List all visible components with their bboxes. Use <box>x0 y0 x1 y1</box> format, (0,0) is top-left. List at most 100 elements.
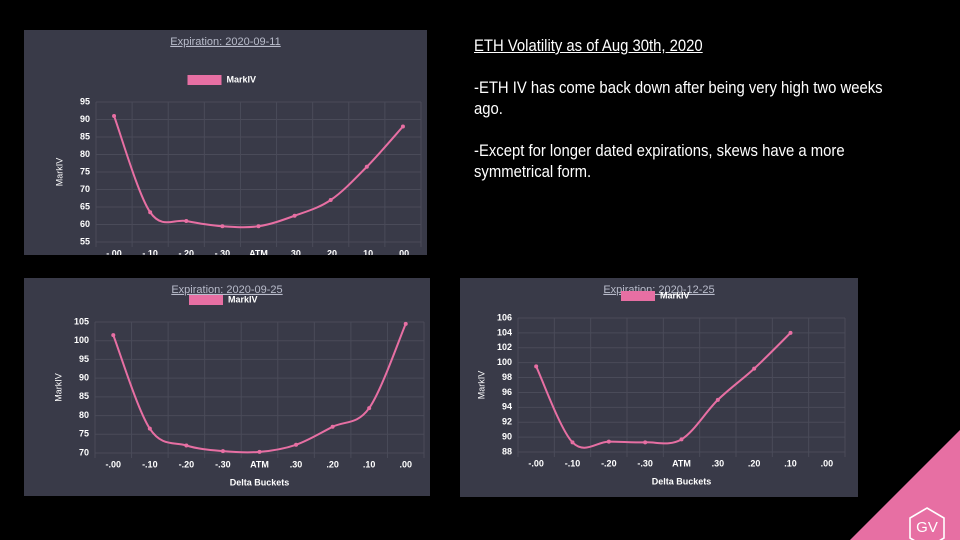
data-point <box>534 364 539 369</box>
x-tick-label: -.20 <box>601 458 617 468</box>
legend-swatch <box>187 75 222 85</box>
y-tick-label: 75 <box>80 166 90 176</box>
y-tick-label: 98 <box>502 372 512 382</box>
data-point <box>752 366 757 371</box>
y-tick-label: 60 <box>80 219 90 229</box>
x-tick-label: .30 <box>712 458 725 468</box>
x-tick-label: .00 <box>399 459 412 469</box>
data-point <box>606 439 611 444</box>
data-point <box>788 330 793 335</box>
x-tick-label: ATM <box>250 459 269 469</box>
commentary-line-2: -Except for longer dated expirations, sk… <box>474 142 845 181</box>
data-point <box>364 164 369 169</box>
x-tick-label: -.00 <box>106 459 122 469</box>
data-point <box>715 397 720 402</box>
data-point <box>111 333 116 338</box>
legend-label: MarkIV <box>660 290 690 300</box>
x-tick-label: -.10 <box>142 459 158 469</box>
y-tick-label: 100 <box>74 335 89 345</box>
x-tick-label: .10 <box>361 248 374 255</box>
data-point <box>294 442 299 447</box>
x-tick-label: .10 <box>784 458 797 468</box>
y-tick-label: 85 <box>80 131 90 141</box>
x-tick-label: -.20 <box>179 248 195 255</box>
data-point <box>400 124 405 129</box>
y-tick-label: 55 <box>80 236 90 246</box>
x-tick-label: .00 <box>397 248 410 255</box>
x-tick-label: .10 <box>363 459 376 469</box>
data-point <box>184 219 189 223</box>
logo-text: GV <box>916 519 938 536</box>
y-tick-label: 90 <box>79 373 89 383</box>
y-tick-label: 96 <box>502 387 512 397</box>
y-tick-label: 95 <box>80 96 90 106</box>
chart-panel-2020-09-25: Expiration: 2020-09-25 MarkIV 70 75 80 85 90 95… <box>24 278 430 496</box>
chart-title: Expiration: 2020-09-25 <box>171 284 282 296</box>
legend-swatch <box>621 291 655 301</box>
x-tick-label: .20 <box>324 248 337 255</box>
chart-panel-2020-09-11: Expiration: 2020-09-11 MarkIV 55 60 65 70 75 80… <box>24 30 427 255</box>
logo-corner-triangle <box>850 430 960 540</box>
y-tick-label: 95 <box>79 354 89 364</box>
y-tick-label: 75 <box>79 429 89 439</box>
y-tick-label: 102 <box>497 342 512 352</box>
data-point <box>147 426 152 431</box>
legend-swatch <box>189 295 223 305</box>
y-tick-label: 88 <box>502 446 512 456</box>
x-tick-label: .30 <box>290 459 303 469</box>
x-tick-label: .00 <box>821 458 834 468</box>
y-tick-label: 70 <box>80 184 90 194</box>
y-tick-label: 65 <box>80 201 90 211</box>
y-tick-label: 80 <box>79 410 89 420</box>
data-point <box>292 213 297 218</box>
y-axis-title: MarkIV <box>54 158 64 187</box>
data-point <box>328 198 333 202</box>
y-tick-label: 92 <box>502 417 512 427</box>
legend-label: MarkIV <box>228 294 258 304</box>
y-tick-label: 94 <box>502 402 512 412</box>
commentary: ETH Volatility as of Aug 30th, 2020 -ETH… <box>474 36 897 204</box>
iv-chart-2020-12-25: Expiration: 2020-12-25MarkIV889092949698… <box>476 284 846 486</box>
chart-title: Expiration: 2020-12-25 <box>603 284 714 296</box>
chart-title: Expiration: 2020-09-11 <box>170 36 280 48</box>
x-tick-label: -.00 <box>528 458 544 468</box>
data-point <box>330 424 335 429</box>
commentary-line-1: -ETH IV has come back down after being v… <box>474 79 883 118</box>
x-tick-label: .20 <box>748 458 761 468</box>
x-axis-title: Delta Buckets <box>230 477 290 487</box>
data-point <box>184 443 189 448</box>
data-point <box>367 406 372 411</box>
logo-hexagon <box>909 507 945 540</box>
y-tick-label: 90 <box>80 114 90 124</box>
chart-panel-2020-12-25: Expiration: 2020-12-25 MarkIV 88 90 92 94 96 98… <box>460 278 858 497</box>
data-point <box>679 437 684 442</box>
y-tick-label: 70 <box>79 447 89 457</box>
data-point <box>403 321 408 326</box>
data-point <box>256 224 261 229</box>
y-tick-label: 104 <box>497 327 512 337</box>
x-tick-label: -.00 <box>106 248 122 255</box>
commentary-heading: ETH Volatility as of Aug 30th, 2020 <box>474 37 703 55</box>
data-point <box>220 224 225 229</box>
x-tick-label: -.10 <box>565 458 581 468</box>
data-point <box>112 114 117 118</box>
y-tick-label: 106 <box>497 312 512 322</box>
x-tick-label: ATM <box>249 248 268 255</box>
y-tick-label: 90 <box>502 431 512 441</box>
data-point <box>643 440 648 445</box>
x-tick-label: ATM <box>672 458 691 468</box>
y-tick-label: 85 <box>79 391 89 401</box>
series-line-markiv <box>112 323 407 454</box>
data-point <box>220 449 225 454</box>
iv-chart-2020-09-11: Expiration: 2020-09-11 MarkIV 55 60 65 70 75 80… <box>54 36 422 255</box>
x-tick-label: -.30 <box>215 248 231 255</box>
gv-logo: GV <box>850 430 960 540</box>
y-tick-label: 105 <box>74 316 89 326</box>
y-axis-title: MarkIV <box>476 371 486 400</box>
x-tick-label: -.30 <box>215 459 231 469</box>
x-tick-label: -.20 <box>179 459 195 469</box>
y-tick-label: 80 <box>80 149 90 159</box>
y-tick-label: 100 <box>497 357 512 367</box>
x-axis-title: Delta Buckets <box>652 476 712 486</box>
x-tick-label: -.30 <box>637 458 653 468</box>
